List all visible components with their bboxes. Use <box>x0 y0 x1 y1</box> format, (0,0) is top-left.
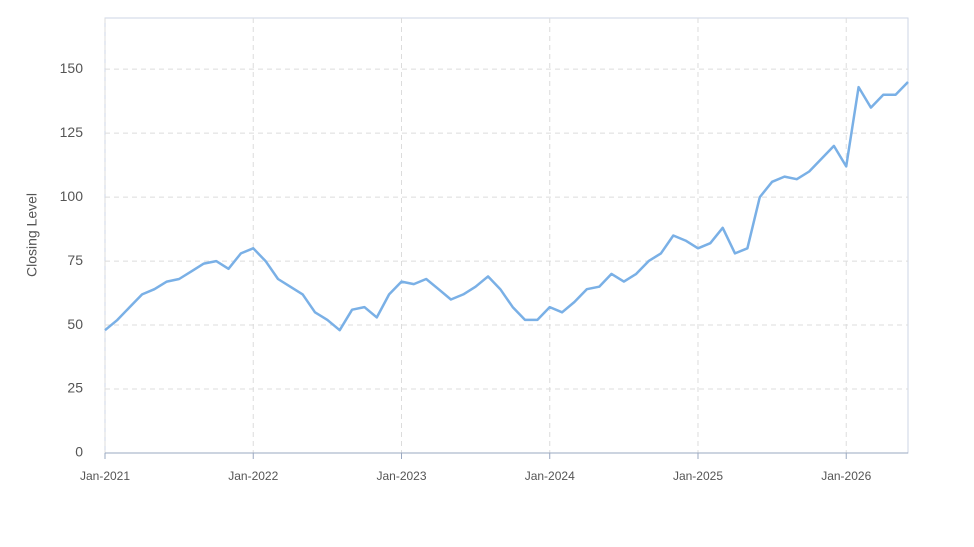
y-tick-label: 125 <box>60 124 84 140</box>
x-tick-label: Jan-2023 <box>376 469 426 483</box>
x-tick-label: Jan-2025 <box>673 469 723 483</box>
x-tick-label: Jan-2024 <box>525 469 575 483</box>
y-tick-label: 0 <box>75 444 83 460</box>
x-tick-label: Jan-2021 <box>80 469 130 483</box>
y-tick-label: 50 <box>67 316 83 332</box>
x-tick-label: Jan-2026 <box>821 469 871 483</box>
y-tick-label: 100 <box>60 188 84 204</box>
y-axis-label: Closing Level <box>24 193 40 277</box>
plot-frame <box>104 17 909 454</box>
y-tick-label: 150 <box>60 60 84 76</box>
x-tick-label: Jan-2022 <box>228 469 278 483</box>
line-series <box>104 81 909 332</box>
y-tick-label: 25 <box>67 380 83 396</box>
y-tick-label: 75 <box>67 252 83 268</box>
